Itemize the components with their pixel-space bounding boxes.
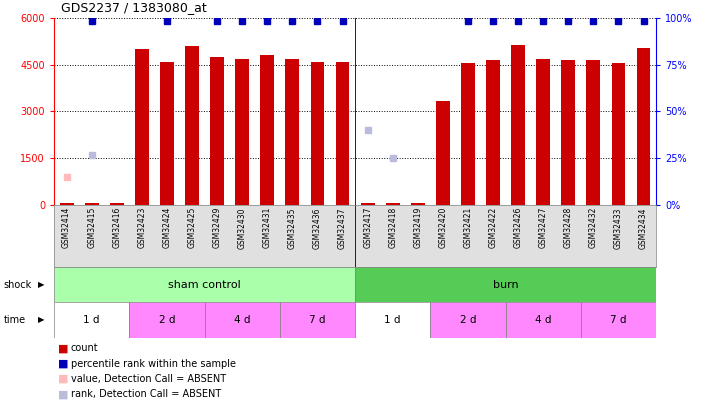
Bar [486,60,500,205]
Text: shock: shock [4,279,32,290]
Text: GSM32435: GSM32435 [288,207,297,249]
Text: GSM32425: GSM32425 [187,207,197,248]
Bar [185,46,199,205]
Bar [85,203,99,205]
Bar [160,62,174,205]
Text: GSM32420: GSM32420 [438,207,448,248]
Bar [260,55,274,205]
Bar [586,60,601,205]
Text: 7 d: 7 d [610,315,627,325]
Bar [211,57,224,205]
Bar [286,59,299,205]
Bar [355,267,656,302]
Text: GSM32417: GSM32417 [363,207,372,248]
Text: GSM32432: GSM32432 [589,207,598,248]
Bar [536,59,550,205]
Text: 2 d: 2 d [460,315,477,325]
Text: GDS2237 / 1383080_at: GDS2237 / 1383080_at [61,1,207,14]
Text: 4 d: 4 d [535,315,552,325]
Text: GSM32414: GSM32414 [62,207,71,248]
Text: GSM32423: GSM32423 [138,207,146,248]
Text: GSM32434: GSM32434 [639,207,648,249]
Bar [54,267,355,302]
Bar [511,45,525,205]
Text: GSM32429: GSM32429 [213,207,221,248]
Text: burn: burn [492,279,518,290]
Text: ■: ■ [58,359,68,369]
Bar [611,63,625,205]
Text: count: count [71,343,98,353]
Bar [311,62,324,205]
Text: GSM32419: GSM32419 [413,207,423,248]
Text: ■: ■ [58,343,68,353]
Bar [336,62,350,205]
Bar [637,48,650,205]
Bar [386,203,399,205]
Text: GSM32433: GSM32433 [614,207,623,249]
Text: percentile rank within the sample: percentile rank within the sample [71,359,236,369]
Bar [562,60,575,205]
Text: GSM32422: GSM32422 [489,207,497,248]
Text: GSM32424: GSM32424 [162,207,172,248]
Text: ▶: ▶ [37,280,44,289]
Text: 4 d: 4 d [234,315,250,325]
Text: GSM32421: GSM32421 [464,207,472,248]
Text: ■: ■ [58,390,68,399]
Text: time: time [4,315,26,325]
Text: sham control: sham control [168,279,241,290]
Text: GSM32436: GSM32436 [313,207,322,249]
Bar [360,203,374,205]
Text: GSM32431: GSM32431 [262,207,272,248]
Text: GSM32415: GSM32415 [87,207,96,248]
Text: 1 d: 1 d [84,315,100,325]
Text: GSM32418: GSM32418 [388,207,397,248]
Bar [280,302,355,338]
Text: GSM32416: GSM32416 [112,207,121,248]
Bar [505,302,581,338]
Bar [205,302,280,338]
Text: ■: ■ [58,374,68,384]
Bar [129,302,205,338]
Bar [581,302,656,338]
Text: 1 d: 1 d [384,315,401,325]
Bar [54,302,129,338]
Text: rank, Detection Call = ABSENT: rank, Detection Call = ABSENT [71,390,221,399]
Text: value, Detection Call = ABSENT: value, Detection Call = ABSENT [71,374,226,384]
Bar [355,302,430,338]
Text: GSM32430: GSM32430 [238,207,247,249]
Bar [235,59,249,205]
Bar [430,302,505,338]
Text: GSM32437: GSM32437 [338,207,347,249]
Text: GSM32428: GSM32428 [564,207,572,248]
Text: 7 d: 7 d [309,315,326,325]
Text: ▶: ▶ [37,315,44,324]
Text: GSM32427: GSM32427 [539,207,548,248]
Bar [110,203,124,205]
Bar [135,49,149,205]
Bar [411,203,425,205]
Bar [461,63,475,205]
Bar [60,202,74,205]
Text: 2 d: 2 d [159,315,175,325]
Bar [436,100,450,205]
Text: GSM32426: GSM32426 [513,207,523,248]
